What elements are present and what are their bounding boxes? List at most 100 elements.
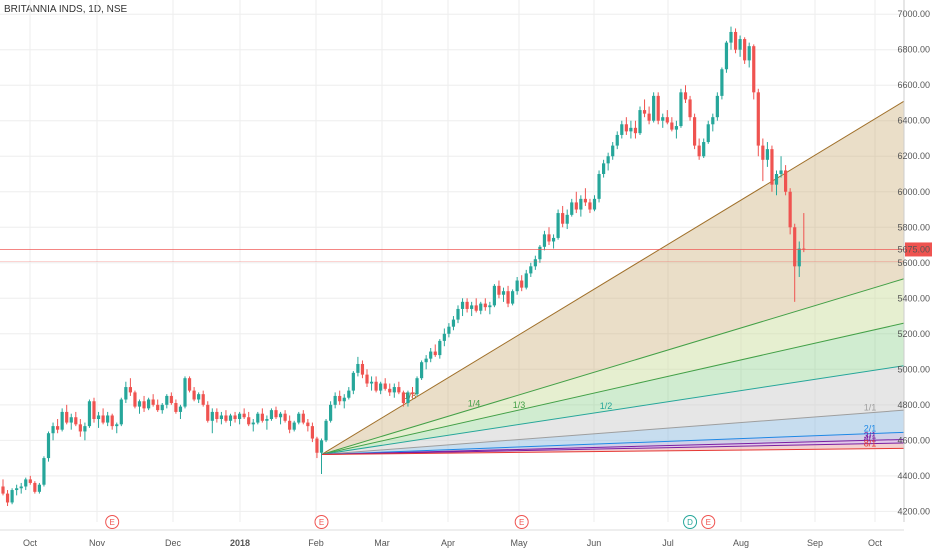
candle-body: [761, 145, 765, 160]
candle-body: [670, 122, 674, 130]
candle: [556, 209, 560, 240]
candle-body: [579, 198, 583, 210]
chart-title: BRITANNIA INDS, 1D, NSE: [4, 4, 128, 15]
candle-body: [365, 374, 369, 384]
candle: [124, 381, 128, 404]
candle: [96, 411, 101, 428]
candle: [515, 276, 519, 295]
candle-body: [488, 305, 492, 308]
time-tick-label: May: [510, 538, 528, 548]
candle: [374, 376, 378, 393]
fan-label: 1/2: [600, 401, 613, 411]
time-tick-label: Jun: [587, 538, 602, 548]
candle-body: [197, 394, 201, 400]
candle: [724, 40, 729, 73]
price-axis[interactable]: 4200.00 4400.00 4600.00 4800.00 5000.00 5200.…: [897, 0, 932, 550]
event-circle: [314, 515, 329, 529]
candle-body: [433, 351, 437, 356]
fan-line: [321, 365, 905, 456]
candle-body: [492, 285, 496, 306]
candle-body: [333, 395, 337, 405]
candle: [579, 195, 583, 217]
candle: [615, 131, 619, 150]
fan-line: [321, 278, 905, 456]
candle-body: [301, 413, 305, 423]
candle-body: [638, 110, 642, 134]
candle: [770, 145, 774, 192]
fan-label: 8/1: [864, 439, 877, 449]
fan-line: [321, 100, 905, 455]
candle-body: [292, 422, 296, 430]
candle-body: [1, 486, 5, 494]
candle-body: [420, 362, 424, 379]
candle-body: [169, 395, 173, 404]
candle: [433, 344, 437, 357]
time-tick-label: Oct: [23, 538, 38, 548]
candle: [119, 397, 123, 427]
candle-body: [283, 413, 287, 421]
candle-body: [96, 415, 101, 420]
candle: [256, 411, 260, 425]
candle-body: [324, 420, 328, 441]
candle: [429, 348, 433, 363]
candle: [401, 390, 405, 407]
candle-body: [147, 399, 151, 409]
candle-body: [215, 411, 219, 420]
candle-body: [156, 404, 160, 411]
event-label: D: [687, 518, 693, 527]
candle-body: [406, 392, 410, 404]
candle-body: [592, 198, 597, 210]
candle: [333, 392, 337, 409]
candle: [392, 383, 396, 398]
candle: [729, 26, 733, 50]
candle: [529, 262, 533, 277]
candle-body: [602, 163, 606, 174]
candle: [397, 381, 401, 395]
candle: [565, 209, 569, 230]
candle-body: [652, 95, 656, 121]
candle-body: [383, 383, 387, 389]
candle-body: [774, 174, 779, 185]
candle: [351, 371, 355, 395]
candle-body: [733, 31, 738, 50]
candle: [310, 422, 314, 443]
candle-body: [388, 388, 392, 393]
gann-fan-lines: 1/8 1/4 1/3 1/2 1/1 2/13/14/18/1: [321, 100, 905, 456]
candle: [28, 475, 32, 485]
candle-body: [369, 381, 374, 384]
candle: [51, 422, 55, 441]
candle-body: [597, 174, 601, 199]
candle-body: [588, 202, 592, 210]
candle-body: [465, 301, 469, 309]
candle: [697, 138, 701, 160]
candle: [356, 356, 360, 377]
candle: [424, 355, 428, 370]
candle: [438, 339, 442, 359]
candle-body: [233, 415, 237, 420]
candle-body: [511, 291, 515, 304]
candle: [592, 195, 597, 212]
candle: [156, 399, 160, 412]
candle: [415, 376, 419, 396]
candle-body: [606, 156, 610, 164]
price-axis-bg: [904, 0, 932, 550]
time-tick-label: Oct: [868, 538, 883, 548]
candle: [661, 113, 665, 128]
candle-body: [315, 438, 319, 453]
candle: [410, 387, 415, 398]
candle-body: [56, 426, 60, 430]
event-marker: D: [683, 515, 698, 529]
time-axis[interactable]: Oct Nov Dec 2018 Feb Mar Apr May Jun Jul Aug Sep Oct: [0, 529, 904, 548]
candle: [69, 413, 73, 430]
candle: [165, 394, 169, 409]
candle: [451, 316, 456, 331]
candle: [242, 408, 246, 420]
candle-body: [142, 401, 146, 409]
event-marker: E: [105, 515, 120, 529]
candle: [247, 411, 251, 427]
candle-body: [565, 214, 569, 224]
candle: [278, 411, 283, 425]
candle: [456, 305, 460, 324]
time-tick-label: Apr: [441, 538, 455, 548]
